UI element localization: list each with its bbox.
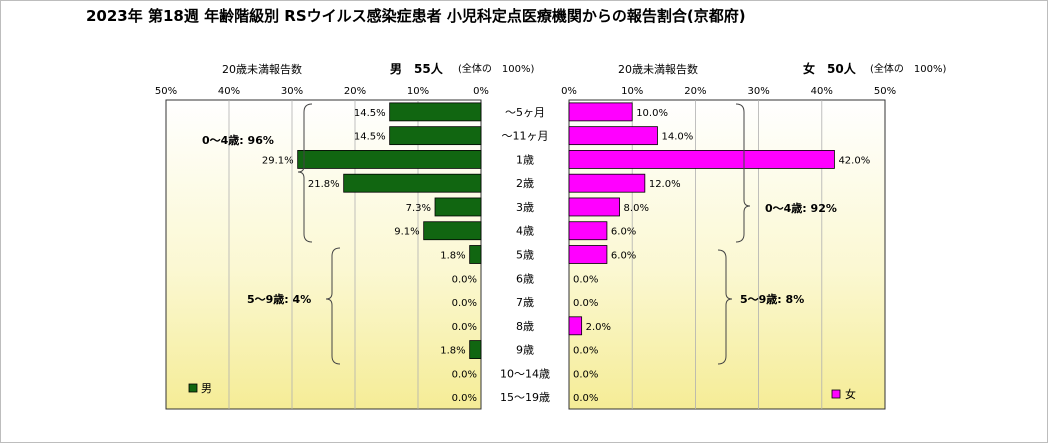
male-count: 男 55人 [390,61,444,76]
male-legend: 男 [188,382,212,395]
female-bar-label: 8.0% [624,203,649,214]
female-group-5-9: 5～9歳: 8% [740,292,804,306]
male-bar [434,197,482,217]
female-bar [568,102,633,122]
male-bar [389,126,482,146]
female-bar [568,150,835,169]
male-bar-label: 7.3% [406,203,431,214]
male-bar-label: 9.1% [394,227,419,238]
female-group-0-4: 0～4歳: 92% [765,201,837,215]
male-legend-label: 男 [201,382,212,395]
tick-label: 30% [281,86,303,97]
tick-label: 50% [874,86,896,97]
category-label: 2歳 [516,177,534,190]
female-bar-label: 10.0% [636,108,668,119]
male-group-0-4: 0～4歳: 96% [202,133,274,147]
female-bar-label: 0.0% [573,393,598,404]
female-bar [568,245,608,264]
male-bar [343,173,482,193]
category-label: 3歳 [516,201,534,214]
male-bar-label: 14.5% [354,132,386,143]
female-count: 女 50人 [803,61,857,76]
male-bar-label: 29.1% [262,155,294,166]
female-bar [568,126,658,146]
category-label: 15～19歳 [500,391,550,404]
female-bar-label: 6.0% [611,251,636,262]
tick-label: 20% [684,86,706,97]
male-under20-label: 20歳未満報告数 [222,63,302,76]
tick-label: 10% [621,86,643,97]
female-bar-label: 42.0% [838,155,870,166]
category-label: ～5ヶ月 [505,106,545,119]
category-label: 9歳 [516,344,534,357]
female-bar [568,221,608,241]
female-bar-label: 0.0% [573,298,598,309]
category-labels: ～5ヶ月 ～11ヶ月 1歳 2歳 3歳 4歳 5歳 6歳 7歳 8歳 9歳 10～14歳 15～19歳 [500,106,550,404]
male-bar [469,245,482,264]
male-bar [389,102,482,122]
female-bar [568,316,583,336]
axis-ticks: 50% 40% 30% 20% 10% 0% 0% 10% 20% 30% 40% 50% [155,86,896,97]
female-bar-label: 0.0% [573,369,598,380]
female-bar-label: 2.0% [586,322,611,333]
male-group-5-9: 5～9歳: 4% [247,292,311,306]
category-label: 7歳 [516,296,534,309]
male-bar [297,150,482,169]
female-bar-label: 0.0% [573,274,598,285]
tick-label: 0% [561,86,577,97]
category-label: 4歳 [516,225,534,238]
female-bar-label: 0.0% [573,346,598,357]
male-bar-label: 0.0% [452,393,477,404]
female-legend-label: 女 [845,387,856,401]
male-bar-label: 1.8% [440,346,465,357]
female-legend: 女 [831,387,856,401]
female-5-9-bracket [717,249,733,365]
male-bar-label: 14.5% [354,108,386,119]
female-legend-swatch [831,389,841,399]
male-total-note: (全体の 100%) [458,62,534,75]
category-label: 8歳 [516,320,534,333]
female-bar [568,173,646,193]
category-label: 10～14歳 [500,367,550,380]
tick-label: 40% [218,86,240,97]
tick-label: 0% [473,86,489,97]
bar-value-labels: 14.5% 10.0% 14.5% 14.0% 29.1% 42.0% 21.8% 12.0%… [262,108,870,404]
female-under20-label: 20歳未満報告数 [618,63,698,76]
tick-label: 20% [344,86,366,97]
female-0-4-bracket [735,103,751,243]
tick-label: 50% [155,86,177,97]
chart-title: 2023年 第18週 年齢階級別 RSウイルス感染症患者 小児科定点医療機関から… [86,7,746,25]
female-bar-label: 6.0% [611,227,636,238]
male-0-4-bracket [297,103,313,243]
bars [297,102,835,359]
category-label: 6歳 [516,272,534,285]
male-bar [469,340,482,359]
male-bar-label: 0.0% [452,369,477,380]
male-bar-label: 0.0% [452,322,477,333]
category-label: 5歳 [516,249,534,262]
male-bar-label: 21.8% [308,179,340,190]
female-bar [568,197,620,217]
male-5-9-bracket [325,247,341,365]
tick-label: 40% [811,86,833,97]
male-bar-label: 1.8% [440,251,465,262]
tick-label: 10% [407,86,429,97]
male-bar-label: 0.0% [452,298,477,309]
male-legend-swatch [188,383,198,393]
tick-label: 30% [747,86,769,97]
female-total-note: (全体の 100%) [870,62,946,75]
category-label: 1歳 [516,153,534,166]
male-bar-label: 0.0% [452,274,477,285]
category-label: ～11ヶ月 [502,130,549,143]
female-bar-label: 14.0% [661,132,693,143]
male-bar [423,221,482,241]
female-bar-label: 12.0% [649,179,681,190]
